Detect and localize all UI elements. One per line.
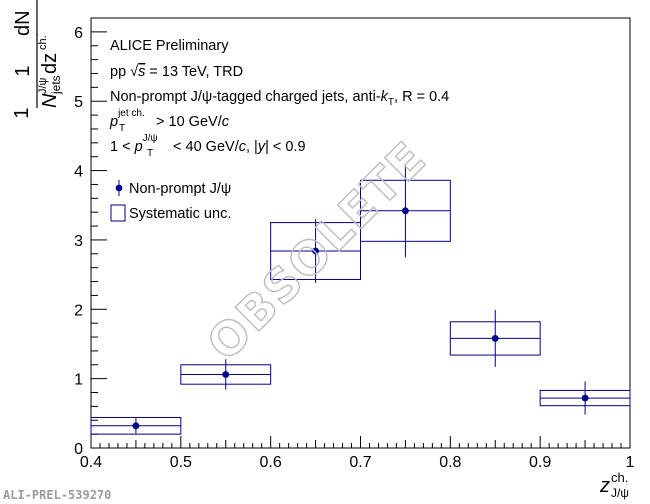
y-title-dN-part: 1 (11, 107, 33, 118)
annotation-line-1: ALICE Preliminary (110, 38, 229, 54)
data-point (581, 394, 589, 402)
y-tick-label: 6 (74, 25, 83, 42)
y-tick-label: 2 (74, 302, 83, 319)
legend-item-marker: Non-prompt J/ψ (115, 180, 231, 197)
x-tick-label: 0.5 (170, 454, 192, 471)
y-title-dN: dN (12, 10, 34, 36)
data-point (132, 422, 140, 430)
data-point-group (270, 219, 361, 283)
annotation-block: ALICE Preliminary pp √s = 13 TeV, TRD No… (109, 38, 449, 159)
data-point-group (449, 309, 541, 367)
data-point (491, 335, 499, 342)
y-tick-label: 0 (74, 441, 83, 458)
x-title-main: z (599, 475, 610, 497)
data-point (312, 247, 319, 255)
y-axis-title: 1 1 N jets J/ψ dN dz ch. (11, 0, 63, 119)
data-point (402, 207, 409, 215)
legend-label-marker: Non-prompt J/ψ (129, 181, 231, 197)
y-title-denominator: N (39, 93, 61, 108)
axes: 0.4 0.5 0.6 0.7 0.8 0.9 1 0 1 2 3 4 5 6 (74, 17, 635, 471)
y-tick-label: 4 (74, 164, 83, 181)
x-tick-label: 0.9 (529, 454, 551, 471)
data-point-group (539, 381, 631, 415)
y-title-denominator-sub: jets (49, 75, 63, 95)
legend-item-box: Systematic unc. (110, 204, 231, 222)
legend-box-swatch (110, 204, 126, 222)
data-point-group (180, 359, 272, 390)
legend-label-box: Systematic unc. (129, 206, 231, 222)
obsolete-watermark: OBSOLETE (197, 131, 437, 371)
data-point-group (360, 164, 451, 258)
data-point (222, 371, 230, 378)
y-title-denominator-sup: J/ψ (37, 77, 49, 94)
x-title-sup: ch. (611, 470, 628, 485)
legend: Non-prompt J/ψ Systematic unc. (110, 180, 231, 222)
x-title-sub: J/ψ (611, 486, 629, 500)
annotation-line-2: pp √s = 13 TeV, TRD (110, 64, 243, 80)
x-axis-title: z ch. J/ψ (599, 470, 629, 500)
annotation-line-3: Non-prompt J/ψ-tagged charged jets, anti… (110, 89, 449, 108)
annotation-line-4: pjet ch. T > 10 GeV/c (109, 108, 230, 134)
y-tick-label: 5 (74, 94, 83, 111)
y-tick-label: 1 (74, 372, 83, 389)
legend-marker-point (115, 184, 123, 192)
x-tick-label: 0.6 (260, 454, 282, 471)
y-tick-label: 3 (74, 233, 83, 250)
annotation-line-5: 1 < pJ/ψ T < 40 GeV/c, |y| < 0.9 (110, 133, 306, 159)
y-title-numerator: 1 (12, 65, 34, 76)
data-point-group (90, 416, 182, 435)
x-tick-label: 1 (626, 454, 635, 471)
y-title-dz-sup: ch. (37, 35, 49, 50)
y-title-dz: dz (39, 53, 61, 74)
x-tick-label: 0.4 (80, 454, 102, 471)
footer-id: ALI-PREL-539270 (3, 488, 111, 502)
x-tick-label: 0.8 (439, 454, 461, 471)
x-tick-label: 0.7 (349, 454, 371, 471)
data-series (90, 164, 631, 435)
